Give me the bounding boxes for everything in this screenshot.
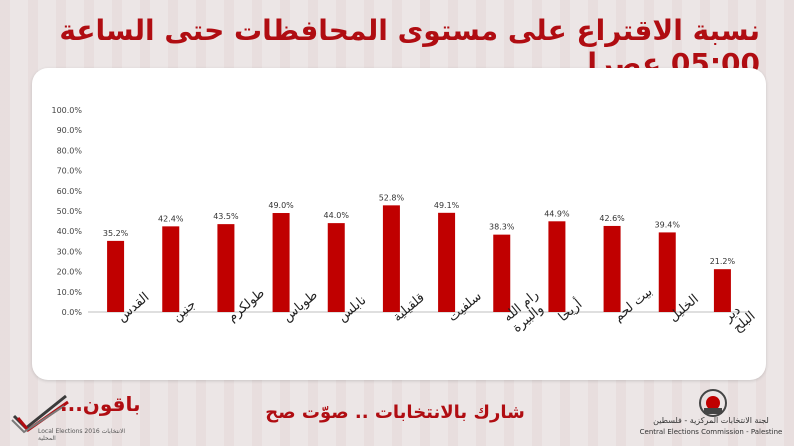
- logo-word: باقون...: [60, 392, 141, 416]
- footer-slogan: شارك بالانتخابات .. صوّت صح: [265, 402, 525, 423]
- cec-emblem-icon: [699, 389, 727, 417]
- data-label: 44.9%: [544, 209, 570, 218]
- bar: [382, 205, 400, 312]
- data-label: 42.6%: [599, 214, 625, 223]
- data-label: 42.4%: [158, 214, 184, 223]
- y-tick-label: 30.0%: [57, 247, 83, 256]
- page-title: نسبة الاقتراع على مستوى المحافظات حتى ال…: [59, 14, 760, 80]
- y-tick-label: 10.0%: [57, 288, 83, 297]
- bar: [327, 223, 345, 312]
- data-label: 44.0%: [324, 211, 350, 220]
- bar: [713, 269, 731, 312]
- y-tick-label: 40.0%: [57, 227, 83, 236]
- bar: [107, 240, 125, 312]
- bar: [493, 234, 511, 312]
- chart-card: 0.0% 10.0% 20.0% 30.0% 40.0% 50.0% 60.0% 70.0% 8…: [32, 68, 766, 380]
- y-tick-label: 100.0%: [51, 106, 82, 115]
- y-tick-label: 70.0%: [57, 167, 83, 176]
- data-label: 43.5%: [213, 212, 239, 221]
- bar: [658, 232, 676, 312]
- y-tick-label: 50.0%: [57, 207, 83, 216]
- bar: [603, 225, 621, 312]
- data-label: 39.4%: [655, 220, 681, 229]
- bar: [548, 221, 566, 312]
- data-label: 21.2%: [710, 257, 736, 266]
- y-tick-label: 90.0%: [57, 126, 83, 135]
- bar: [217, 224, 235, 312]
- checkmark-logo-icon: [11, 394, 69, 434]
- cec-arabic-name: لجنة الانتخابات المركزية - فلسطين: [653, 416, 769, 425]
- data-label: 49.0%: [268, 201, 294, 210]
- bar: [438, 212, 456, 312]
- logo-subtitle: Local Elections 2016 الانتخابات المحلية: [38, 428, 126, 442]
- data-label: 52.8%: [379, 193, 405, 202]
- cec-english-name: Central Elections Commission - Palestine: [639, 428, 783, 436]
- data-label: 35.2%: [103, 229, 129, 238]
- y-tick-label: 20.0%: [57, 268, 83, 277]
- cec-logo: لجنة الانتخابات المركزية - فلسطين Centra…: [632, 388, 792, 444]
- y-tick-label: 0.0%: [62, 308, 83, 317]
- bar: [162, 226, 180, 312]
- data-label: 38.3%: [489, 223, 515, 232]
- bar-chart: 0.0% 10.0% 20.0% 30.0% 40.0% 50.0% 60.0% 70.0% 8…: [51, 106, 758, 336]
- baqoun-logo: باقون... Local Elections 2016 الانتخابات…: [10, 388, 141, 442]
- data-label: 49.1%: [434, 201, 460, 210]
- y-tick-label: 80.0%: [57, 146, 83, 155]
- bar: [272, 213, 290, 312]
- y-tick-label: 60.0%: [57, 187, 83, 196]
